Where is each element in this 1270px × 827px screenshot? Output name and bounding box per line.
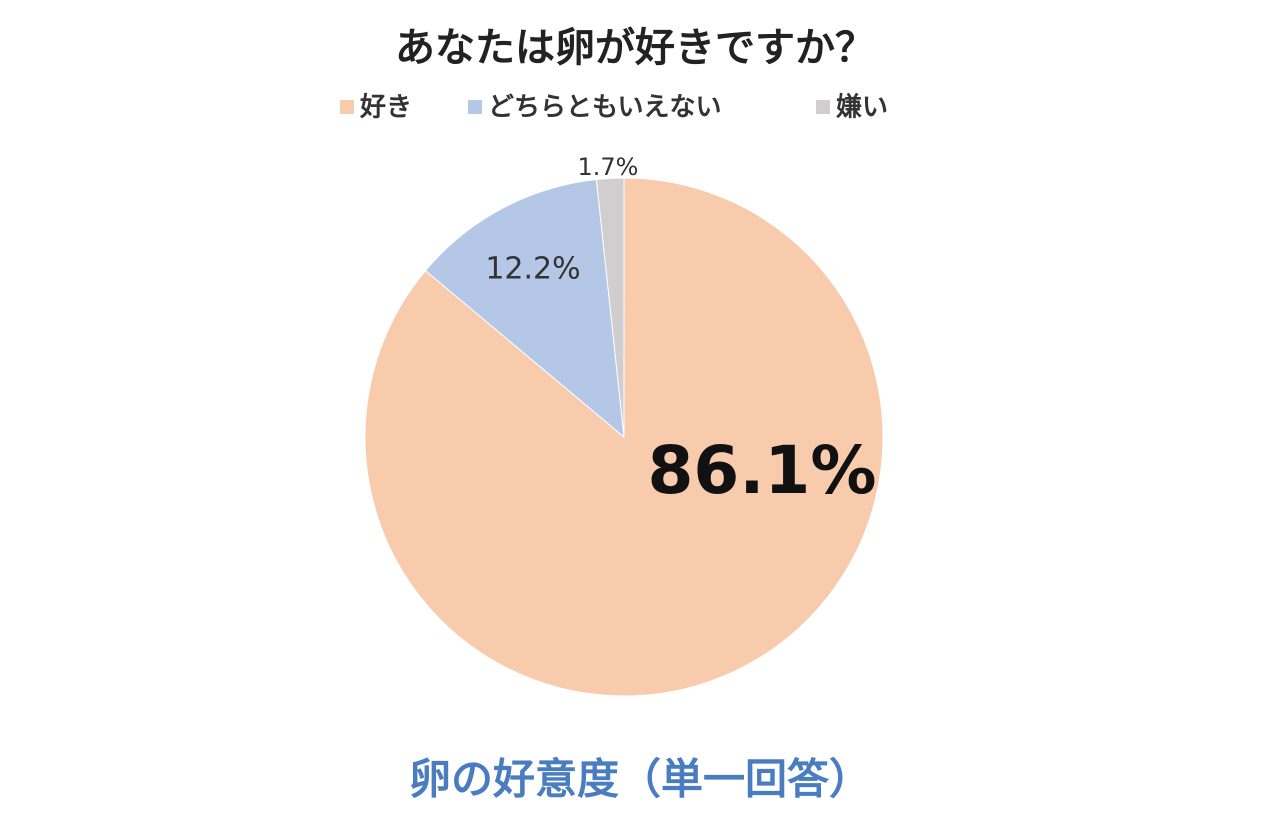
legend-label: どちらともいえない	[488, 93, 721, 123]
legend-swatch	[468, 100, 482, 114]
data-label: 12.2%	[485, 252, 580, 287]
data-label: 86.1%	[648, 432, 877, 509]
chart-caption: 卵の好意度（単一回答）	[409, 755, 871, 804]
legend-swatch	[340, 100, 354, 114]
pie-slice	[595, 177, 625, 438]
legend-label: 好き	[359, 93, 412, 123]
pie-slice	[424, 178, 625, 439]
legend-swatch	[816, 100, 830, 114]
chart-title: あなたは卵が好きですか？	[395, 25, 875, 71]
data-label: 1.7%	[578, 153, 639, 181]
legend-label: 嫌い	[836, 93, 888, 123]
